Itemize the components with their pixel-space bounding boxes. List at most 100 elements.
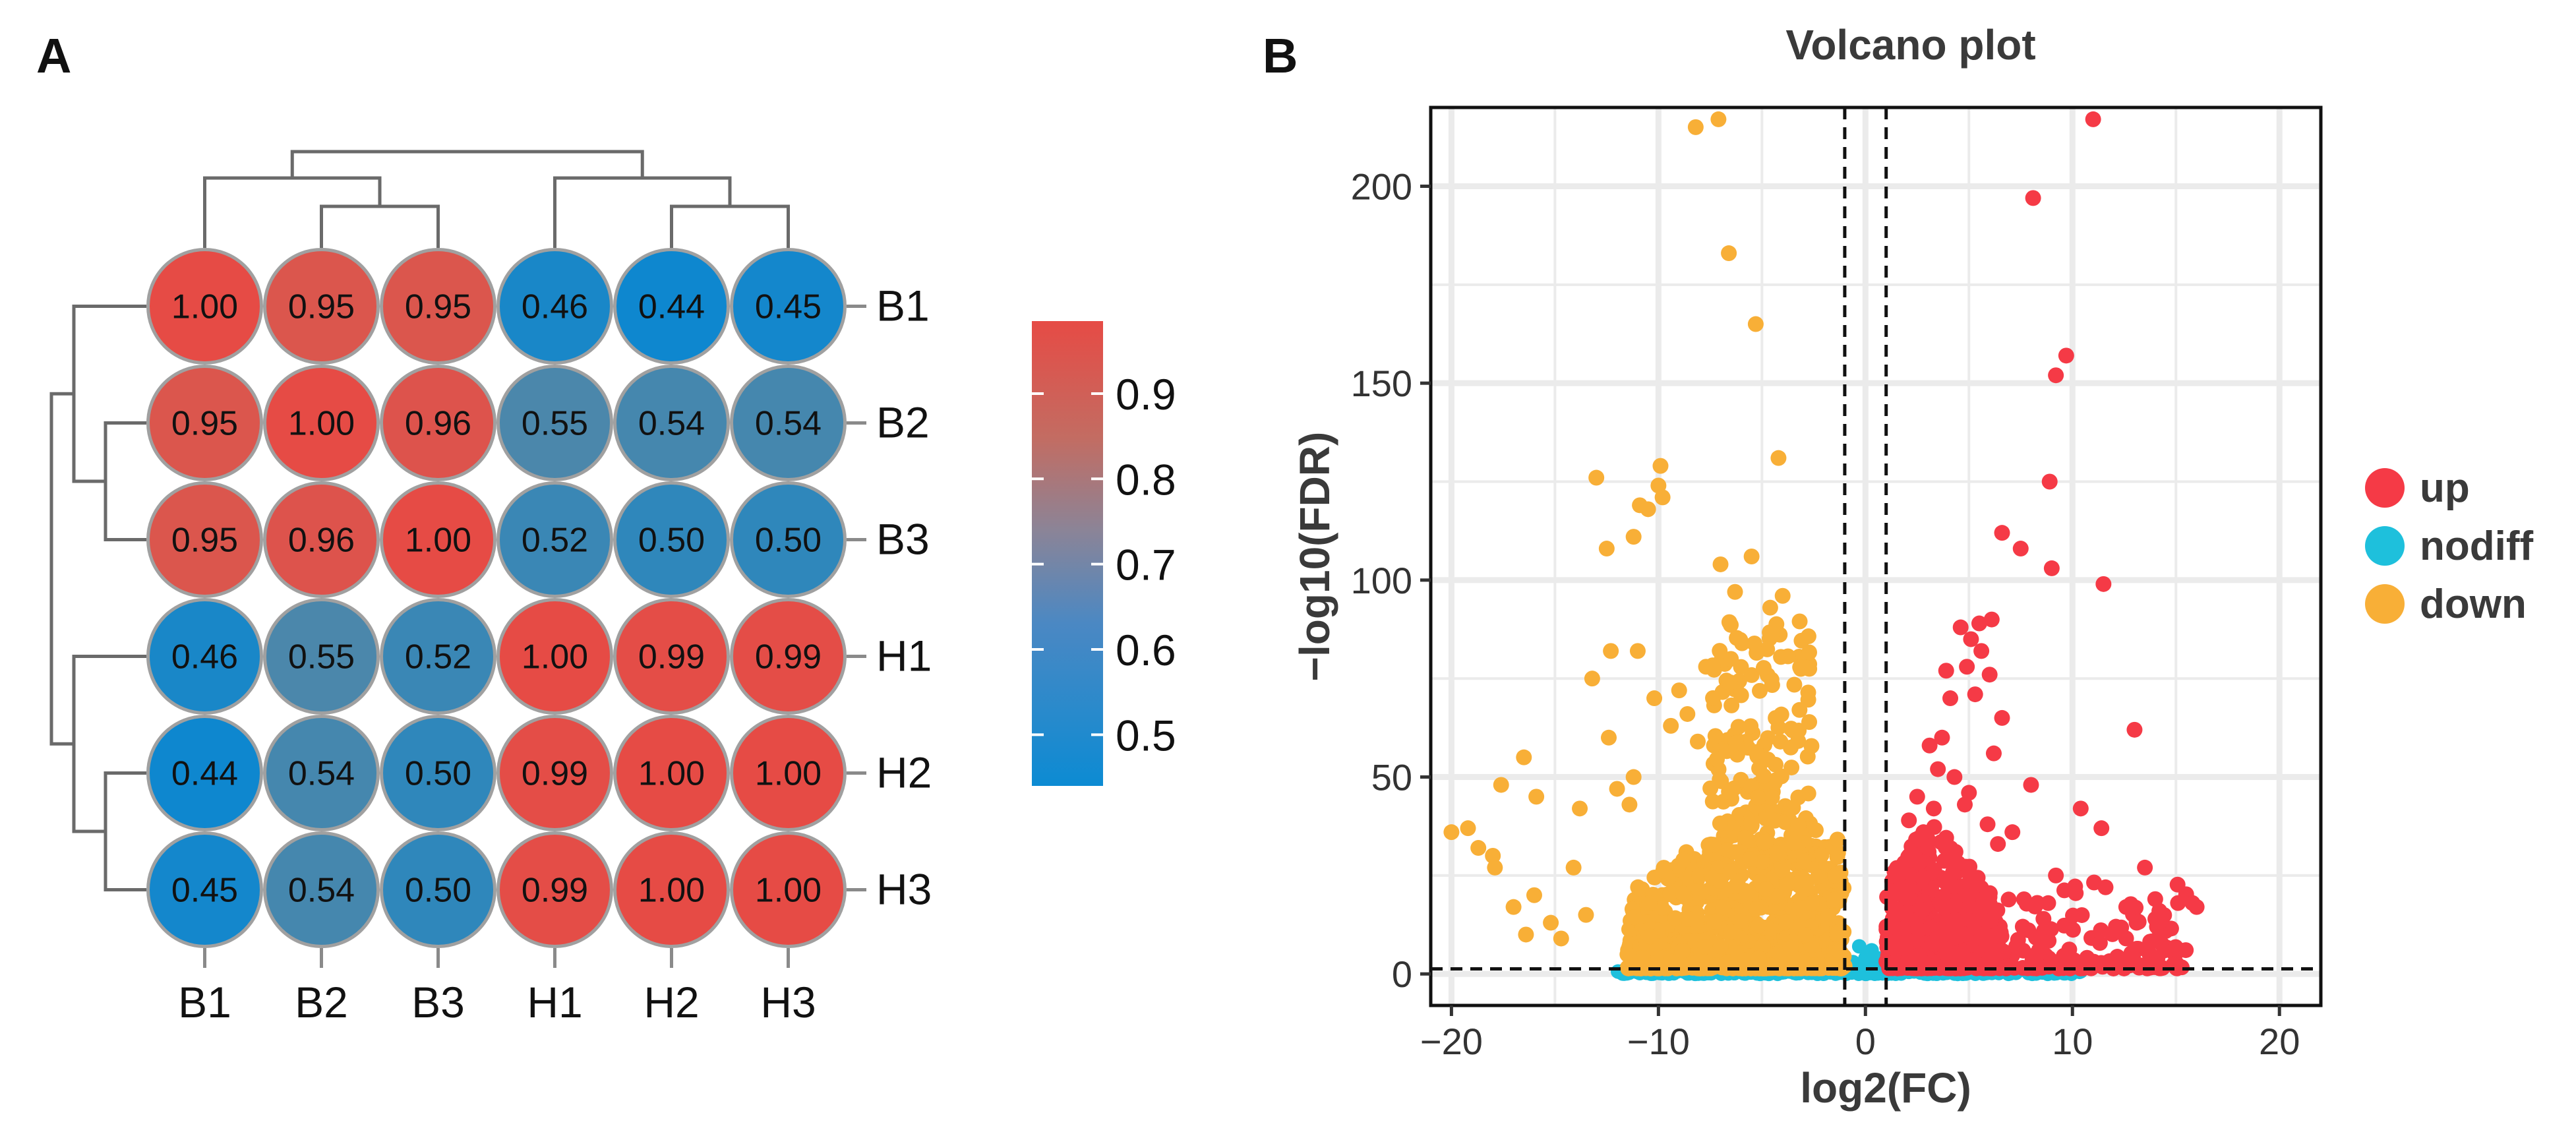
- down-point: [1803, 895, 1820, 912]
- up-point: [2008, 938, 2025, 955]
- row-label: H3: [876, 865, 932, 914]
- col-label: B1: [178, 978, 231, 1027]
- down-point: [1743, 549, 1760, 564]
- down-point: [1791, 899, 1807, 916]
- down-point: [1793, 632, 1810, 649]
- up-point: [1930, 761, 1946, 777]
- up-point: [1901, 848, 1917, 864]
- legend: up nodiff down: [2365, 465, 2533, 627]
- heatmap-cell-B2-B2: [263, 365, 380, 481]
- down-point: [1743, 718, 1759, 734]
- cell-value: 0.54: [638, 405, 705, 443]
- heatmap-cells: 1.00 0.95 0.95 0.46 0.44 0.45 0.95 1.00 0.96 0.55…: [146, 248, 847, 948]
- down-point: [1786, 676, 1803, 693]
- down-point: [1733, 687, 1749, 703]
- down-point: [1813, 847, 1830, 863]
- legend-up-label: up: [2420, 465, 2470, 511]
- down-point: [1712, 556, 1729, 572]
- down-point: [1687, 119, 1704, 135]
- down-point: [1749, 645, 1765, 661]
- panel-b-letter: B: [1263, 28, 1298, 83]
- heatmap-cell-B1-H1: [496, 248, 613, 365]
- heatmap-cell-H3-B2: [263, 831, 380, 948]
- y-axis-label: −log10(FDR): [1291, 432, 1338, 682]
- up-point: [2137, 859, 2153, 876]
- heatmap-cell-H1-H3: [730, 598, 847, 715]
- down-point: [1680, 911, 1696, 927]
- down-point: [1762, 599, 1778, 616]
- down-point: [1603, 643, 1619, 659]
- down-point: [1679, 705, 1696, 722]
- heatmap-cell-H2-B3: [380, 715, 496, 831]
- up-point: [1895, 864, 1911, 881]
- down-point: [1625, 529, 1642, 545]
- down-point: [1621, 796, 1638, 813]
- down-point: [1730, 719, 1747, 735]
- cell-value: 0.95: [405, 288, 471, 326]
- down-point: [1620, 960, 1636, 976]
- nodiff-point: [1858, 951, 1873, 966]
- cell-value: 0.96: [288, 522, 355, 560]
- down-point: [1663, 717, 1679, 734]
- down-point: [1470, 840, 1487, 856]
- down-point: [1553, 930, 1569, 947]
- legend-nodiff-swatch: [2365, 526, 2405, 566]
- up-point: [1990, 836, 2006, 852]
- down-point: [1629, 643, 1646, 659]
- down-point: [1801, 714, 1818, 731]
- down-point: [1526, 887, 1542, 903]
- cell-value: 0.55: [522, 405, 588, 443]
- down-point: [1743, 816, 1759, 832]
- down-point: [1741, 851, 1758, 867]
- down-point: [1800, 692, 1816, 708]
- down-point: [1667, 910, 1683, 926]
- cell-value: 1.00: [755, 872, 822, 910]
- down-point: [1652, 458, 1669, 474]
- down-point: [1706, 913, 1723, 930]
- down-point: [1723, 697, 1740, 713]
- cell-value: 1.00: [522, 638, 588, 676]
- x-tick-label: 0: [1855, 1021, 1876, 1062]
- up-point: [2151, 903, 2168, 919]
- down-point: [1773, 706, 1789, 723]
- down-point: [1751, 950, 1767, 967]
- colorbar-tick-label: 0.6: [1116, 626, 1176, 674]
- up-point: [2097, 879, 2114, 895]
- heatmap-col-labels: B1 B2 B3 H1 H2 H3: [178, 948, 816, 1027]
- down-point: [1609, 781, 1625, 797]
- up-point: [2072, 800, 2089, 817]
- down-point: [1641, 895, 1658, 911]
- up-point: [2091, 935, 2108, 951]
- row-label: H1: [876, 632, 932, 680]
- down-point: [1598, 541, 1615, 557]
- volcano-title: Volcano plot: [1785, 21, 2035, 69]
- up-point: [1901, 812, 1917, 829]
- heatmap-cell-B3-H2: [613, 481, 730, 598]
- down-point: [1774, 587, 1791, 604]
- cell-value: 1.00: [288, 405, 355, 443]
- up-point: [2178, 942, 2194, 959]
- up-point: [1994, 709, 2010, 726]
- up-point: [2040, 895, 2056, 911]
- up-point: [1952, 619, 1969, 636]
- heatmap-cell-B3-H3: [730, 481, 847, 598]
- row-label: B1: [876, 282, 930, 330]
- down-point: [1578, 907, 1594, 923]
- up-point: [1956, 926, 1972, 943]
- colorbar-tick-label: 0.7: [1116, 541, 1176, 589]
- legend-down-swatch: [2365, 584, 2405, 624]
- heatmap-cell-B1-H3: [730, 248, 847, 365]
- down-point: [1795, 954, 1812, 971]
- col-label: H3: [760, 978, 816, 1027]
- up-point: [2025, 190, 2041, 206]
- up-point: [1898, 905, 1914, 921]
- cell-value: 0.45: [171, 872, 238, 910]
- down-point: [1485, 848, 1501, 864]
- down-point: [1755, 660, 1772, 676]
- down-point: [1723, 651, 1739, 667]
- dendro-link: [203, 176, 382, 248]
- cell-value: 0.45: [755, 288, 822, 326]
- dendro-link: [72, 305, 146, 483]
